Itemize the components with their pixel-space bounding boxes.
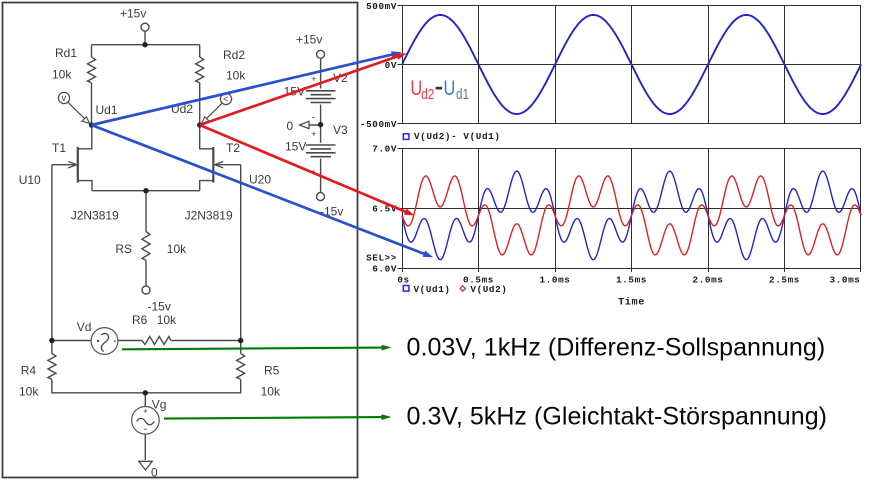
svg-text:7.0V: 7.0V xyxy=(372,144,397,155)
svg-text:0: 0 xyxy=(151,466,158,480)
svg-text:2.5ms: 2.5ms xyxy=(769,275,800,286)
svg-text:d2: d2 xyxy=(421,86,434,103)
svg-text:+15v: +15v xyxy=(120,7,146,21)
svg-text:Time: Time xyxy=(618,296,645,308)
svg-text:v: v xyxy=(62,93,67,103)
svg-text:10k: 10k xyxy=(226,69,246,83)
svg-text:500mV: 500mV xyxy=(366,1,397,12)
svg-text:Rd1: Rd1 xyxy=(55,46,77,60)
svg-text:-15v: -15v xyxy=(320,205,343,219)
svg-text:T2: T2 xyxy=(226,141,240,155)
svg-text:0s: 0s xyxy=(397,275,409,286)
svg-text:V(Ud2): V(Ud2) xyxy=(470,284,507,295)
svg-text:0: 0 xyxy=(287,119,294,133)
svg-text:3.0ms: 3.0ms xyxy=(830,275,861,286)
svg-text:T1: T1 xyxy=(52,141,66,155)
svg-text:V(Ud2)- V(Ud1): V(Ud2)- V(Ud1) xyxy=(414,131,501,142)
svg-text:10k: 10k xyxy=(19,385,39,399)
svg-text:10k: 10k xyxy=(157,313,177,327)
svg-text:R5: R5 xyxy=(264,364,280,378)
svg-text:10k: 10k xyxy=(167,242,187,256)
svg-text:RS: RS xyxy=(115,242,132,256)
svg-text:V3: V3 xyxy=(333,123,348,137)
svg-text:Rd2: Rd2 xyxy=(223,48,245,62)
svg-text:+15v: +15v xyxy=(296,33,322,47)
svg-text:U: U xyxy=(410,76,422,99)
svg-text:+: + xyxy=(311,74,316,84)
svg-text:6.0V: 6.0V xyxy=(372,263,397,274)
svg-text:J2N3819: J2N3819 xyxy=(185,209,233,223)
svg-text:U20: U20 xyxy=(249,173,271,187)
svg-text:0.03V, 1kHz (Differenz-Sollspa: 0.03V, 1kHz (Differenz-Sollspannung) xyxy=(407,334,826,362)
svg-text:0V: 0V xyxy=(385,60,397,71)
svg-text:<: < xyxy=(223,94,228,104)
svg-text:1.0ms: 1.0ms xyxy=(540,275,571,286)
svg-text:Ud1: Ud1 xyxy=(96,103,118,117)
svg-text:J2N3819: J2N3819 xyxy=(71,209,119,223)
svg-text:2.0ms: 2.0ms xyxy=(693,275,724,286)
svg-text:d1: d1 xyxy=(456,86,469,103)
svg-text:-15v: -15v xyxy=(148,300,171,314)
svg-text:15V: 15V xyxy=(285,140,306,154)
svg-text:0.3V, 5kHz (Gleichtakt-Störspa: 0.3V, 5kHz (Gleichtakt-Störspannung) xyxy=(407,403,828,431)
svg-text:6.5V: 6.5V xyxy=(372,203,397,214)
svg-text:Vg: Vg xyxy=(152,398,167,412)
svg-text:-500mV: -500mV xyxy=(360,119,397,130)
svg-text:0.5ms: 0.5ms xyxy=(463,275,494,286)
svg-text:U10: U10 xyxy=(19,173,41,187)
svg-text:+: + xyxy=(311,129,316,139)
svg-text:Vd: Vd xyxy=(77,320,92,334)
svg-text:1.5ms: 1.5ms xyxy=(616,275,647,286)
svg-text:V(Ud1): V(Ud1) xyxy=(414,284,451,295)
svg-text:10k: 10k xyxy=(261,385,281,399)
svg-text:-: - xyxy=(312,113,315,124)
svg-text:10k: 10k xyxy=(52,68,72,82)
svg-text:R6: R6 xyxy=(132,313,148,327)
svg-text:R4: R4 xyxy=(21,364,37,378)
svg-text:SEL>>: SEL>> xyxy=(366,253,397,264)
svg-text:U: U xyxy=(444,76,456,99)
